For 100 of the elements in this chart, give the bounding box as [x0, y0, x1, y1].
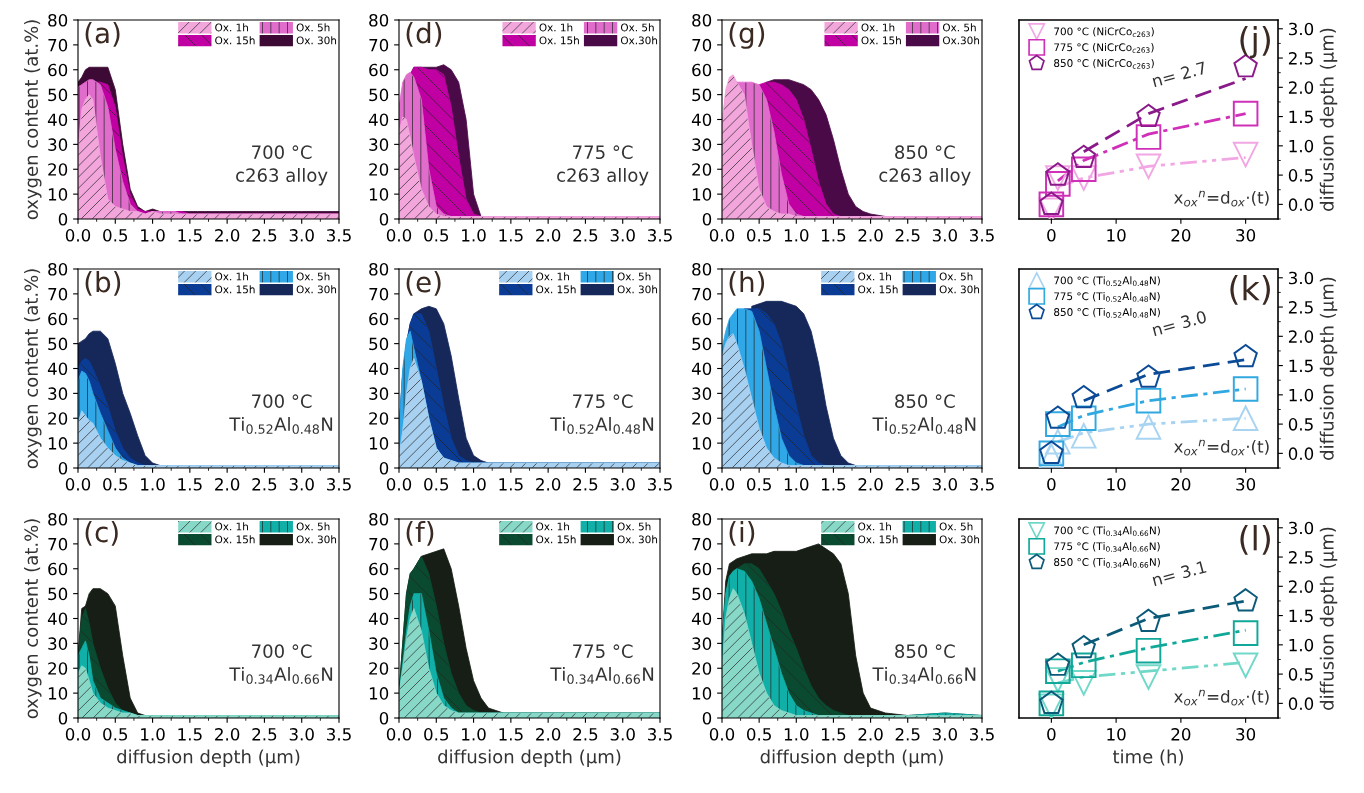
- x-tick-label: 2.5: [895, 229, 920, 242]
- annotation: (a): [85, 22, 120, 47]
- legend-label: Ox. 5h: [296, 522, 330, 531]
- x-tick-label: 1.0: [462, 728, 486, 741]
- y-tick-label: 80: [48, 13, 68, 27]
- y-tick-label: 80: [369, 13, 389, 27]
- legend-label: Ox.30h: [620, 36, 658, 45]
- point: [1070, 156, 1097, 183]
- y-tick-label: 80: [369, 262, 389, 276]
- y-tick-label: 20: [369, 662, 389, 675]
- y-tick-label: 70: [369, 287, 389, 301]
- x-tick-label: 2.5: [252, 728, 277, 741]
- y-tick-label: 60: [48, 63, 68, 77]
- point: [1045, 165, 1071, 191]
- legend-label: 850 °C (Ti$_{0.52}$Al$_{0.48}$N): [1054, 307, 1160, 318]
- y-axis-title: oxygen content (at.%): [24, 20, 42, 220]
- x-tick-label: 0.0: [65, 728, 91, 741]
- point: [1045, 428, 1071, 455]
- y2-tick-label: 3.0: [1288, 521, 1314, 535]
- annotation: 850 °C c263 alloy: [879, 145, 971, 186]
- y-tick-label: 80: [692, 262, 712, 276]
- annotation: (i): [729, 520, 755, 546]
- legend-label: 775 °C (NiCrCo$_{c263}$): [1054, 43, 1154, 53]
- y-tick-label: 0: [379, 461, 389, 475]
- x-tick-label: 2.0: [536, 229, 561, 242]
- x-tick-label: 3.0: [610, 728, 635, 741]
- legend-label: Ox. 5h: [296, 23, 330, 32]
- legend-label: Ox. 30h: [617, 535, 658, 544]
- x-tick-label: 0.0: [709, 229, 735, 242]
- x-tick-label: 1.0: [141, 229, 165, 242]
- y2-tick-label: 2.5: [1288, 301, 1313, 314]
- x-tick-label: 30: [1236, 728, 1256, 741]
- x-tick-label: 2.5: [573, 728, 598, 741]
- legend-label: Ox. 15h: [536, 285, 576, 294]
- annotation: (l): [1240, 524, 1270, 555]
- x-tick-label: 2.0: [858, 229, 883, 242]
- x-tick-label: 2.0: [858, 478, 883, 491]
- y2-tick-label: 1.0: [1289, 388, 1314, 402]
- legend-label: 775 °C (Ti$_{0.52}$Al$_{0.48}$N): [1054, 292, 1160, 302]
- y2-tick-label: 2.0: [1288, 580, 1314, 593]
- y-tick-label: 70: [692, 38, 712, 52]
- point: [1071, 384, 1096, 409]
- y-tick-label: 20: [48, 662, 68, 675]
- annotation: 700 °C Ti$_{0.34}$Al$_{0.66}$N: [229, 644, 333, 684]
- x-tick-label: 0.0: [386, 728, 412, 741]
- annotation: 700 °C c263 alloy: [236, 145, 328, 186]
- point: [1135, 414, 1162, 440]
- x-tick-label: 1.5: [822, 728, 846, 741]
- annotation: x$_{ox}$$^{n}$=d$_{ox}$·(t): [1174, 689, 1269, 706]
- x-tick-label: 0.0: [65, 229, 91, 242]
- x-tick-label: 2.5: [895, 478, 920, 491]
- legend-label: Ox. 5h: [939, 272, 973, 281]
- x-tick-label: 3.5: [970, 229, 994, 242]
- y-tick-label: 70: [48, 537, 68, 551]
- y-tick-label: 0: [58, 711, 68, 725]
- x-tick-label: 1.0: [141, 728, 165, 741]
- y-tick-label: 40: [691, 612, 712, 626]
- y-tick-label: 70: [48, 287, 68, 301]
- y2-tick-label: 2.5: [1288, 52, 1313, 65]
- x-tick-label: 30: [1236, 229, 1256, 242]
- point: [1070, 423, 1097, 449]
- x-tick-label: 10: [1107, 229, 1126, 242]
- x-tick-label: 3.5: [327, 728, 351, 741]
- point: [1233, 344, 1258, 368]
- y2-axis-title: diffusion depth (µm): [1319, 28, 1338, 211]
- point: [1070, 405, 1097, 432]
- annotation: (b): [85, 270, 121, 296]
- point: [1232, 376, 1259, 402]
- y-tick-label: 10: [48, 687, 68, 700]
- y-tick-label: 20: [692, 662, 712, 675]
- legend-label: Ox. 5h: [939, 522, 973, 531]
- point: [1070, 670, 1097, 696]
- annotation: (g): [729, 22, 765, 49]
- legend-label: Ox. 5h: [620, 23, 654, 32]
- y2-tick-label: 0.5: [1288, 418, 1313, 431]
- point: [1135, 153, 1162, 180]
- y2-axis-title: diffusion depth (µm): [1319, 277, 1338, 460]
- y-tick-label: 10: [369, 437, 389, 450]
- y-tick-label: 60: [692, 63, 712, 77]
- legend-label: Ox. 1h: [858, 272, 891, 281]
- x-tick-label: 2.0: [215, 728, 240, 741]
- y-tick-label: 50: [48, 337, 68, 351]
- point: [1135, 664, 1162, 690]
- x-tick-label: 0.0: [709, 728, 735, 741]
- point: [1045, 658, 1071, 684]
- y-tick-label: 0: [379, 212, 389, 226]
- x-tick-label: 0: [1047, 478, 1056, 491]
- legend-label: Ox. 5h: [296, 272, 330, 281]
- y-tick-label: 50: [692, 587, 712, 601]
- point: [1045, 652, 1071, 676]
- y-tick-label: 40: [47, 113, 68, 127]
- x-tick-label: 1.0: [784, 728, 809, 741]
- annotation: 850 °C Ti$_{0.34}$Al$_{0.66}$N: [872, 644, 976, 684]
- y2-tick-label: 1.0: [1289, 139, 1314, 153]
- point: [1135, 124, 1162, 150]
- x-tick-label: 20: [1171, 728, 1191, 741]
- y2-tick-label: 1.0: [1289, 638, 1314, 652]
- x-tick-label: 3.5: [648, 478, 672, 491]
- y-tick-label: 10: [369, 687, 389, 700]
- legend-label: Ox. 1h: [215, 522, 248, 531]
